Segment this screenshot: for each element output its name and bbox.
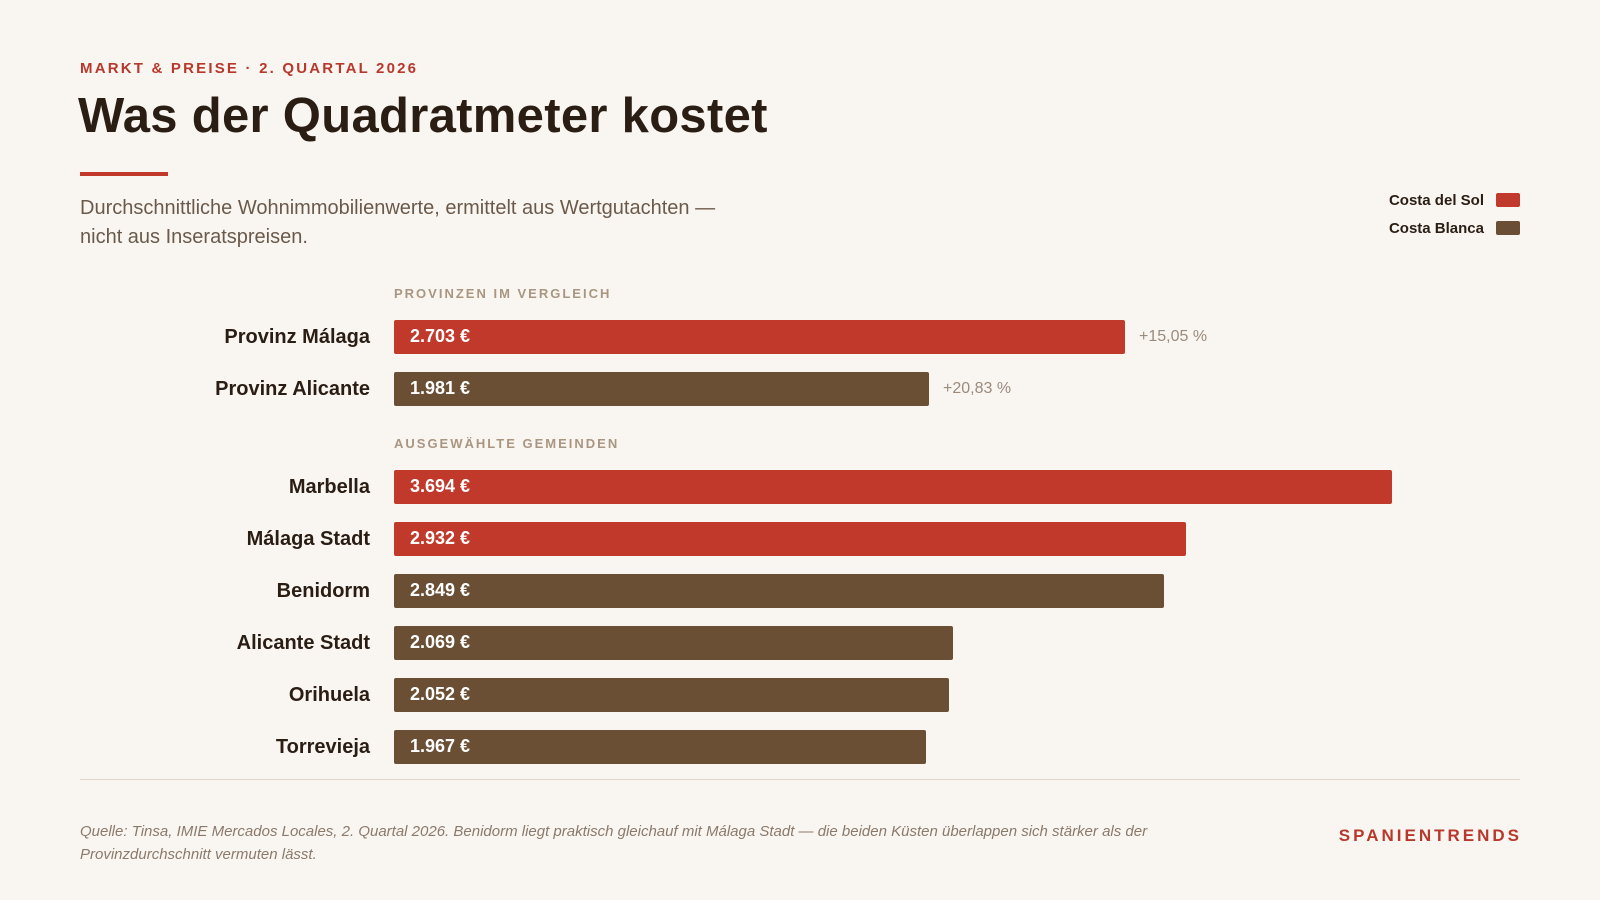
bar: 2.703 € [394,320,1125,354]
category-label: Torrevieja [275,736,370,758]
bar: 2.932 € [394,522,1186,556]
category-label: Benidorm [276,580,370,602]
category-label: Alicante Stadt [236,632,370,654]
bar-value-label: 1.981 € [410,378,471,398]
bar-value-label: 3.694 € [410,476,471,496]
bar-row-alicante-stadt: Alicante Stadt 2.069 € [0,626,1600,660]
legend-swatch [1496,193,1520,207]
bar-value-label: 2.052 € [410,684,471,704]
bar-value-label: 2.849 € [410,580,471,600]
source-note: Quelle: Tinsa, IMIE Mercados Locales, 2.… [80,823,1148,863]
bar: 1.981 € [394,372,929,406]
category-label: Marbella [288,476,370,498]
legend-swatch [1496,221,1520,235]
bar-row-benidorm: Benidorm 2.849 € [0,574,1600,608]
bar-value-label: 2.703 € [410,326,471,346]
bar: 2.052 € [394,678,949,712]
legend-item-costa-del-sol: Costa del Sol [1389,186,1520,214]
category-label: Orihuela [288,684,370,706]
change-label: +15,05 % [1139,328,1208,345]
legend-label: Costa del Sol [1388,191,1484,209]
bar-row-provinz-malaga: Provinz Málaga 2.703 € +15,05 % [0,320,1600,354]
bar-value-label: 2.069 € [410,632,471,652]
section-label-provinzen-im-vergleich: PROVINZEN IM VERGLEICH [394,286,612,301]
legend-label: Costa Blanca [1388,219,1484,237]
subtitle: Durchschnittliche Wohnimmobilienwerte, e… [80,197,716,248]
bar: 2.849 € [394,574,1164,608]
bar: 2.069 € [394,626,953,660]
category-label: Provinz Málaga [224,326,370,348]
page-title: Was der Quadratmeter kostet [78,89,768,143]
title-underline [80,172,168,176]
bar-row-orihuela: Orihuela 2.052 € [0,678,1600,712]
brand-logo-text: SPANIENTRENDS [1338,826,1522,845]
bar: 3.694 € [394,470,1392,504]
kicker: MARKT & PREISE · 2. QUARTAL 2026 [80,60,419,77]
section-label-ausgewahlte-gemeinden: AUSGEWÄHLTE GEMEINDEN [394,436,620,451]
bar-row-malaga-stadt: Málaga Stadt 2.932 € [0,522,1600,556]
category-label: Provinz Alicante [215,378,370,400]
category-label: Málaga Stadt [246,528,370,550]
bar-value-label: 1.967 € [410,736,471,756]
bar-row-torrevieja: Torrevieja 1.967 € [0,730,1600,764]
bar: 1.967 € [394,730,926,764]
legend-item-costa-blanca: Costa Blanca [1389,214,1520,242]
change-label: +20,83 % [943,380,1012,397]
bar-row-marbella: Marbella 3.694 € [0,470,1600,504]
legend: Costa del Sol Costa Blanca [1389,186,1520,242]
footer-divider [80,779,1520,780]
bar-value-label: 2.932 € [410,528,471,548]
bar-row-provinz-alicante: Provinz Alicante 1.981 € +20,83 % [0,372,1600,406]
